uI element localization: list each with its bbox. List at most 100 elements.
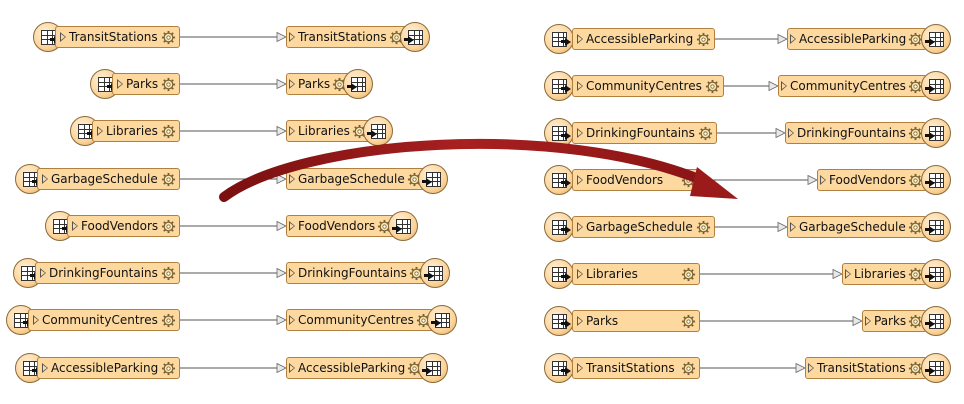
- writer-node[interactable]: GarbageSchedule: [286, 168, 426, 190]
- triangle-port-icon[interactable]: [577, 175, 583, 185]
- gear-icon[interactable]: [908, 220, 923, 235]
- table-arrow-out-icon[interactable]: [363, 116, 393, 146]
- table-arrow-out-icon[interactable]: [418, 164, 448, 194]
- gear-icon[interactable]: [681, 361, 696, 376]
- gear-icon[interactable]: [161, 77, 176, 92]
- writer-node[interactable]: GarbageSchedule: [787, 216, 927, 238]
- table-arrow-in-icon[interactable]: [544, 353, 574, 383]
- triangle-port-icon[interactable]: [577, 269, 583, 279]
- triangle-port-icon[interactable]: [865, 316, 871, 326]
- gear-icon[interactable]: [696, 220, 711, 235]
- table-arrow-in-icon[interactable]: [544, 259, 574, 289]
- gear-icon[interactable]: [908, 361, 923, 376]
- table-arrow-in-icon[interactable]: [544, 24, 574, 54]
- table-arrow-out-icon[interactable]: [418, 353, 448, 383]
- triangle-port-icon[interactable]: [289, 32, 295, 42]
- reader-node[interactable]: Parks: [112, 73, 180, 95]
- writer-node[interactable]: TransitStations: [286, 26, 408, 48]
- triangle-port-icon[interactable]: [577, 222, 583, 232]
- gear-icon[interactable]: [161, 361, 176, 376]
- writer-node[interactable]: Libraries: [286, 120, 371, 142]
- triangle-port-icon[interactable]: [72, 221, 78, 231]
- reader-node[interactable]: AccessibleParking: [37, 357, 180, 379]
- gear-icon[interactable]: [908, 314, 923, 329]
- triangle-port-icon[interactable]: [117, 79, 123, 89]
- triangle-port-icon[interactable]: [577, 81, 583, 91]
- gear-icon[interactable]: [377, 219, 392, 234]
- reader-node[interactable]: GarbageSchedule: [37, 168, 180, 190]
- triangle-port-icon[interactable]: [845, 269, 851, 279]
- triangle-port-icon[interactable]: [289, 315, 295, 325]
- gear-icon[interactable]: [908, 126, 923, 141]
- table-arrow-in-icon[interactable]: [544, 306, 574, 336]
- reader-node[interactable]: CommunityCentres: [572, 75, 724, 97]
- reader-node[interactable]: Libraries: [92, 120, 180, 142]
- gear-icon[interactable]: [908, 79, 923, 94]
- reader-node[interactable]: CommunityCentres: [28, 309, 180, 331]
- triangle-port-icon[interactable]: [577, 34, 583, 44]
- gear-icon[interactable]: [681, 267, 696, 282]
- triangle-port-icon[interactable]: [820, 175, 826, 185]
- triangle-port-icon[interactable]: [42, 174, 48, 184]
- triangle-port-icon[interactable]: [60, 32, 66, 42]
- table-arrow-in-icon[interactable]: [544, 118, 574, 148]
- triangle-port-icon[interactable]: [788, 128, 794, 138]
- triangle-port-icon[interactable]: [289, 363, 295, 373]
- reader-node[interactable]: AccessibleParking: [572, 28, 715, 50]
- gear-icon[interactable]: [161, 30, 176, 45]
- gear-icon[interactable]: [698, 126, 713, 141]
- table-arrow-out-icon[interactable]: [921, 118, 951, 148]
- gear-icon[interactable]: [681, 314, 696, 329]
- writer-node[interactable]: AccessibleParking: [787, 28, 927, 50]
- table-arrow-out-icon[interactable]: [427, 305, 457, 335]
- gear-icon[interactable]: [161, 124, 176, 139]
- reader-node[interactable]: GarbageSchedule: [572, 216, 715, 238]
- writer-node[interactable]: FoodVendors: [817, 169, 927, 191]
- reader-node[interactable]: TransitStations: [572, 357, 700, 379]
- triangle-port-icon[interactable]: [577, 128, 583, 138]
- writer-node[interactable]: CommunityCentres: [286, 309, 435, 331]
- reader-node[interactable]: Libraries: [572, 263, 700, 285]
- table-arrow-in-icon[interactable]: [544, 212, 574, 242]
- writer-node[interactable]: TransitStations: [805, 357, 927, 379]
- triangle-port-icon[interactable]: [40, 268, 46, 278]
- gear-icon[interactable]: [161, 266, 176, 281]
- reader-node[interactable]: FoodVendors: [67, 215, 180, 237]
- table-arrow-out-icon[interactable]: [388, 211, 418, 241]
- writer-node[interactable]: Parks: [862, 310, 927, 332]
- triangle-port-icon[interactable]: [808, 363, 814, 373]
- triangle-port-icon[interactable]: [289, 79, 295, 89]
- reader-node[interactable]: DrinkingFountains: [572, 122, 717, 144]
- table-arrow-out-icon[interactable]: [921, 212, 951, 242]
- gear-icon[interactable]: [696, 32, 711, 47]
- reader-node[interactable]: FoodVendors: [572, 169, 700, 191]
- table-arrow-out-icon[interactable]: [921, 71, 951, 101]
- triangle-port-icon[interactable]: [289, 174, 295, 184]
- table-arrow-out-icon[interactable]: [921, 259, 951, 289]
- writer-node[interactable]: Libraries: [842, 263, 927, 285]
- reader-node[interactable]: DrinkingFountains: [35, 262, 180, 284]
- gear-icon[interactable]: [161, 219, 176, 234]
- triangle-port-icon[interactable]: [97, 126, 103, 136]
- table-arrow-out-icon[interactable]: [400, 22, 430, 52]
- table-arrow-in-icon[interactable]: [544, 71, 574, 101]
- triangle-port-icon[interactable]: [289, 126, 295, 136]
- gear-icon[interactable]: [681, 173, 696, 188]
- triangle-port-icon[interactable]: [289, 221, 295, 231]
- table-arrow-out-icon[interactable]: [343, 69, 373, 99]
- writer-node[interactable]: Parks: [286, 73, 351, 95]
- writer-node[interactable]: DrinkingFountains: [286, 262, 428, 284]
- triangle-port-icon[interactable]: [781, 81, 787, 91]
- writer-node[interactable]: DrinkingFountains: [785, 122, 927, 144]
- triangle-port-icon[interactable]: [577, 316, 583, 326]
- writer-node[interactable]: CommunityCentres: [778, 75, 927, 97]
- writer-node[interactable]: AccessibleParking: [286, 357, 426, 379]
- reader-node[interactable]: Parks: [572, 310, 700, 332]
- triangle-port-icon[interactable]: [790, 34, 796, 44]
- triangle-port-icon[interactable]: [577, 363, 583, 373]
- table-arrow-out-icon[interactable]: [921, 306, 951, 336]
- gear-icon[interactable]: [161, 313, 176, 328]
- table-arrow-out-icon[interactable]: [921, 165, 951, 195]
- gear-icon[interactable]: [705, 79, 720, 94]
- gear-icon[interactable]: [161, 172, 176, 187]
